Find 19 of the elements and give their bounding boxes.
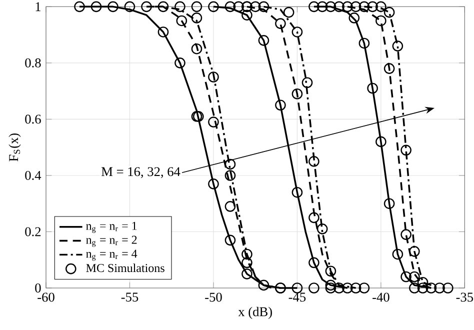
y-axis-title: F$_{S}$(x) [8,134,21,162]
legend-label: n$_{g}$ = n$_{r}$ = 1 [86,222,137,233]
annotation: M = 16, 32, 64 [101,167,180,178]
x-tick-label: -35 [456,292,474,302]
y-tick-label: 0.6 [25,114,41,124]
y-tick-label: 0 [35,284,41,292]
legend-label: MC Simulations [86,264,164,272]
x-tick-label: -40 [372,292,390,302]
y-tick-label: 1 [36,2,40,12]
y-tick-label: 0.2 [25,227,41,236]
y-tick-label: 0.8 [25,58,41,68]
legend-label: n$_{g}$ = n$_{r}$ = 4 [86,250,138,261]
x-tick-label: -45 [288,292,306,302]
x-tick-label: -60 [38,292,54,302]
y-tick-label: 0.4 [25,170,42,180]
x-tick-label: -55 [121,292,138,302]
x-tick-label: -50 [205,292,222,302]
legend-label: n$_{g}$ = n$_{r}$ = 2 [86,236,137,247]
x-axis-title: x (dB) [238,306,272,319]
